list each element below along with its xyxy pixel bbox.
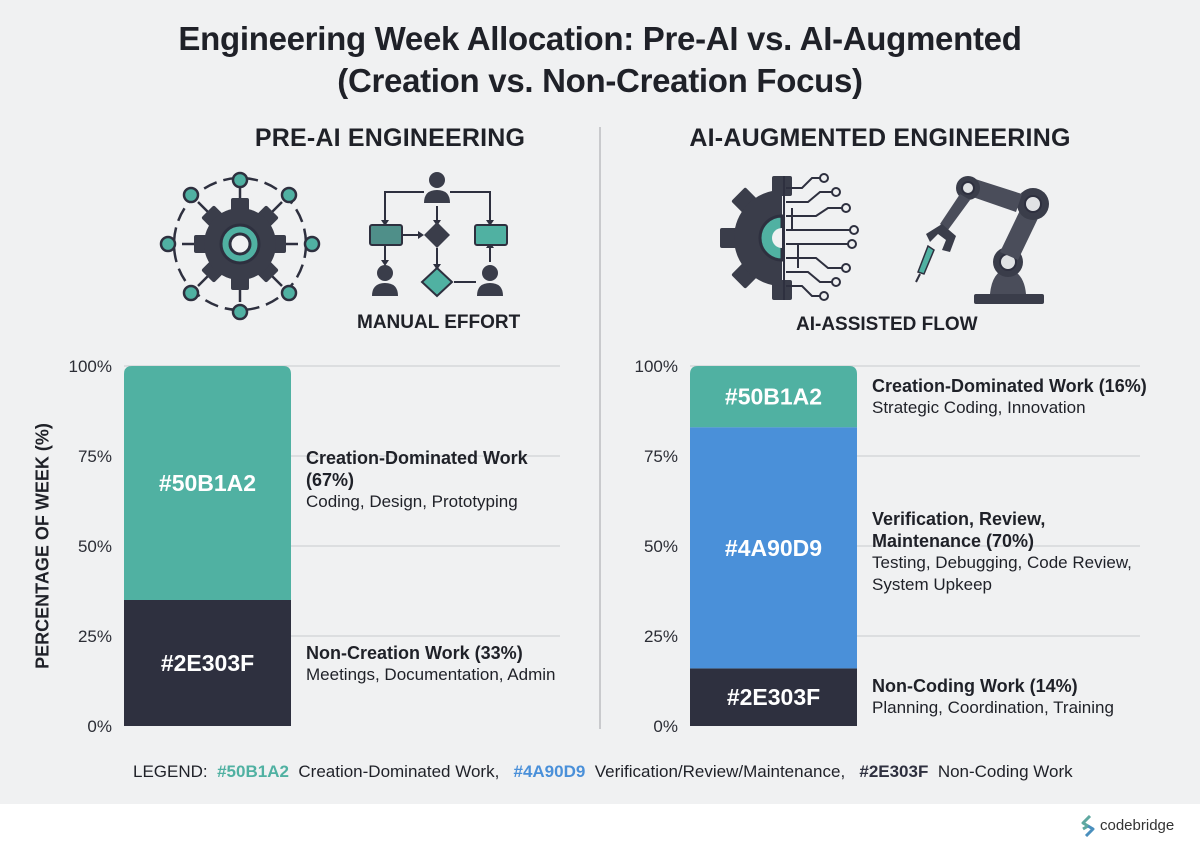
- y-tick-label: 75%: [644, 447, 678, 466]
- bar-segment: [124, 366, 291, 600]
- bar-segment: [690, 366, 857, 428]
- gear-circuit-icon: [720, 173, 859, 301]
- y-tick-label: 0%: [87, 717, 112, 736]
- right-icon-caption: AI-ASSISTED FLOW: [796, 314, 978, 335]
- footer-bar: [0, 804, 1200, 853]
- annotation-sub-cont: System Upkeep: [872, 575, 992, 594]
- left-icon-caption: MANUAL EFFORT: [357, 312, 521, 333]
- robotic-arm-icon: [915, 176, 1049, 304]
- annotation-sub: Planning, Coordination, Training: [872, 698, 1114, 717]
- annotation-sub: Strategic Coding, Innovation: [872, 398, 1086, 417]
- annotation-head: Creation-Dominated Work (16%): [872, 376, 1147, 396]
- panel-divider: [599, 127, 601, 729]
- bar-value-label: #2E303F: [161, 650, 254, 676]
- y-tick-label: 75%: [78, 447, 112, 466]
- right-panel-title: AI-AUGMENTED ENGINEERING: [689, 124, 1071, 152]
- legend-label-verification: Verification/Review/Maintenance,: [594, 762, 846, 781]
- bar-value-label: #2E303F: [727, 684, 820, 710]
- annotation-head: Verification, Review,: [872, 509, 1046, 529]
- chart-title-line-2: (Creation vs. Non-Creation Focus): [337, 62, 863, 99]
- chart-title: Engineering Week Allocation: Pre-AI vs. …: [0, 18, 1200, 102]
- legend-label-noncoding: Non-Coding Work: [937, 762, 1073, 781]
- annotation-head-cont: Maintenance (70%): [872, 531, 1035, 551]
- legend: LEGEND: #50B1A2 Creation-Dominated Work,…: [133, 762, 1073, 782]
- annotation-head-cont: (67%): [306, 470, 355, 490]
- y-tick-label: 50%: [644, 537, 678, 556]
- annotation-noncreation-pre-ai: Non-Creation Work (33%) Meetings, Docume…: [306, 642, 555, 686]
- legend-prefix: LEGEND:: [133, 762, 208, 781]
- bar-value-label: #50B1A2: [725, 384, 822, 410]
- brand-name: codebridge: [1100, 817, 1175, 834]
- legend-code-creation: #50B1A2: [217, 762, 289, 781]
- y-tick-label: 0%: [653, 717, 678, 736]
- chart-title-line-1: Engineering Week Allocation: Pre-AI vs. …: [178, 20, 1022, 57]
- legend-label-creation: Creation-Dominated Work,: [298, 762, 500, 781]
- y-tick-label: 25%: [78, 627, 112, 646]
- connected-gear-icon: [159, 171, 321, 321]
- annotation-noncoding-ai: Non-Coding Work (14%) Planning, Coordina…: [872, 675, 1114, 719]
- annotation-head: Creation-Dominated Work: [306, 448, 528, 468]
- y-tick-label: 100%: [69, 357, 112, 376]
- bar-segment: [124, 600, 291, 726]
- manual-flowchart-icon: [369, 172, 508, 298]
- annotation-creation-pre-ai: Creation-Dominated Work (67%) Coding, De…: [306, 447, 528, 513]
- legend-code-noncoding: #2E303F: [859, 762, 929, 781]
- annotation-head: Non-Coding Work (14%): [872, 676, 1078, 696]
- bar-segment: [690, 427, 857, 669]
- bar-value-label: #4A90D9: [725, 535, 822, 561]
- y-tick-label: 25%: [644, 627, 678, 646]
- bar-value-label: #50B1A2: [159, 470, 256, 496]
- y-tick-label: 100%: [635, 357, 678, 376]
- annotation-sub: Coding, Design, Prototyping: [306, 492, 518, 511]
- annotation-sub: Meetings, Documentation, Admin: [306, 665, 556, 684]
- annotation-head: Non-Creation Work (33%): [306, 643, 523, 663]
- legend-code-verification: #4A90D9: [513, 762, 586, 781]
- annotation-verification-ai: Verification, Review, Maintenance (70%) …: [872, 508, 1132, 596]
- annotation-creation-ai: Creation-Dominated Work (16%) Strategic …: [872, 375, 1147, 419]
- y-tick-label: 50%: [78, 537, 112, 556]
- bar-segment: [690, 668, 857, 726]
- codebridge-logo-icon: [1081, 815, 1095, 837]
- annotation-sub: Testing, Debugging, Code Review,: [872, 553, 1132, 572]
- left-panel-title: PRE-AI ENGINEERING: [254, 124, 526, 152]
